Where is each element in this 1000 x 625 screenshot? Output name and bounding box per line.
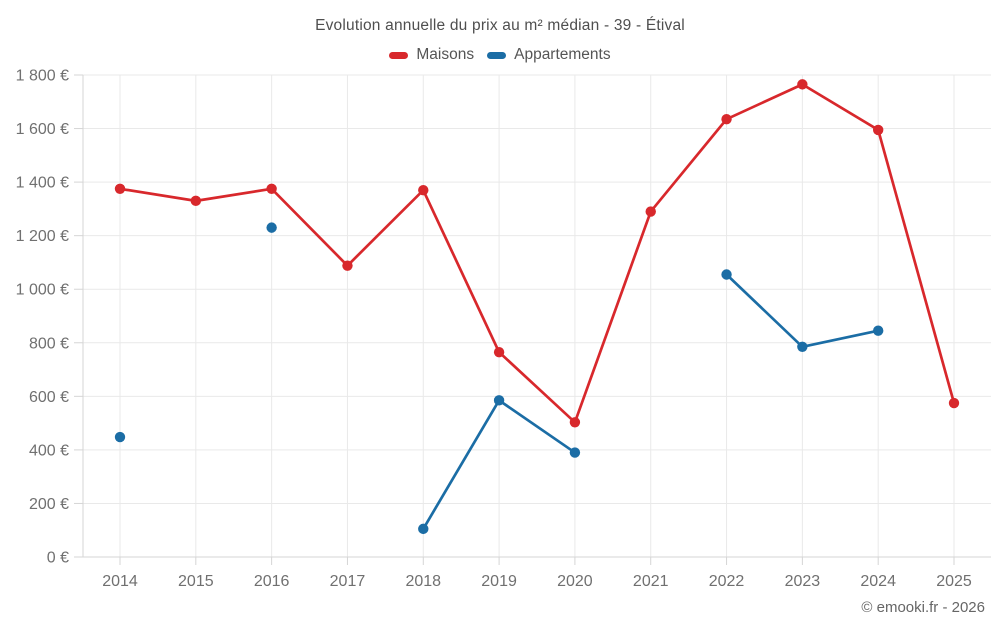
legend-item-maisons[interactable]: Maisons	[389, 46, 474, 64]
data-point-maisons	[418, 184, 429, 196]
data-point-appartements	[569, 447, 581, 458]
y-tick-label: 400 €	[29, 442, 69, 459]
y-tick-label: 1 600 €	[16, 121, 69, 138]
series-line-maisons	[573, 210, 653, 424]
x-tick-label: 2016	[254, 573, 290, 590]
data-point-maisons	[569, 417, 581, 428]
y-tick-label: 1 000 €	[16, 282, 69, 299]
series-line-maisons	[649, 117, 728, 213]
x-tick-label: 2017	[330, 573, 366, 590]
series-line-appartements	[497, 399, 577, 454]
data-point-maisons	[872, 124, 884, 136]
data-point-maisons	[342, 260, 353, 271]
series-line-maisons	[118, 187, 198, 203]
data-point-appartements	[872, 325, 884, 336]
legend-label-appartements: Appartements	[514, 46, 611, 63]
data-point-appartements	[266, 222, 277, 233]
x-tick-label: 2018	[405, 573, 441, 590]
series-line-maisons	[801, 83, 880, 132]
x-tick-label: 2024	[860, 573, 896, 590]
series-line-maisons	[194, 187, 273, 203]
legend-item-appartements[interactable]: Appartements	[487, 46, 611, 64]
x-tick-label: 2015	[178, 573, 214, 590]
series-line-maisons	[421, 188, 501, 354]
series-line-maisons	[725, 83, 804, 121]
data-point-maisons	[721, 113, 732, 125]
data-point-appartements	[114, 431, 126, 443]
data-point-appartements	[418, 523, 429, 535]
legend-label-maisons: Maisons	[416, 46, 475, 63]
data-point-maisons	[266, 183, 277, 195]
data-point-maisons	[948, 397, 960, 409]
data-point-maisons	[645, 206, 656, 217]
chart-title: Evolution annuelle du prix au m² médian …	[315, 17, 685, 34]
y-tick-label: 600 €	[29, 389, 69, 406]
series-line-maisons	[497, 350, 577, 424]
x-tick-label: 2021	[633, 573, 669, 590]
data-point-maisons	[114, 183, 126, 195]
series-line-appartements	[725, 273, 804, 349]
y-tick-label: 1 800 €	[16, 68, 69, 85]
data-point-maisons	[493, 346, 505, 358]
y-tick-label: 1 200 €	[16, 228, 69, 245]
series-line-maisons	[876, 128, 956, 405]
x-tick-label: 2014	[102, 573, 138, 590]
data-point-maisons	[797, 79, 808, 90]
x-tick-label: 2020	[557, 573, 593, 590]
x-tick-label: 2019	[481, 573, 517, 590]
y-tick-label: 0 €	[47, 550, 69, 567]
y-tick-label: 1 400 €	[16, 175, 69, 192]
x-tick-label: 2022	[709, 573, 745, 590]
series-line-appartements	[421, 399, 501, 531]
y-tick-label: 200 €	[29, 496, 69, 513]
series-line-maisons	[270, 187, 349, 268]
data-point-appartements	[493, 395, 505, 406]
data-point-appartements	[797, 341, 808, 352]
chart-legend: Maisons Appartements	[0, 46, 1000, 64]
x-tick-label: 2025	[936, 573, 972, 590]
x-tick-label: 2023	[785, 573, 821, 590]
data-point-maisons	[190, 195, 202, 207]
copyright-credit: © emooki.fr - 2026	[861, 599, 985, 616]
y-tick-label: 800 €	[29, 335, 69, 352]
series-line-maisons	[346, 188, 425, 268]
series-line-appartements	[801, 329, 880, 349]
appartements-color-swatch	[487, 51, 507, 59]
maisons-color-swatch	[389, 51, 409, 59]
data-point-appartements	[721, 269, 732, 280]
